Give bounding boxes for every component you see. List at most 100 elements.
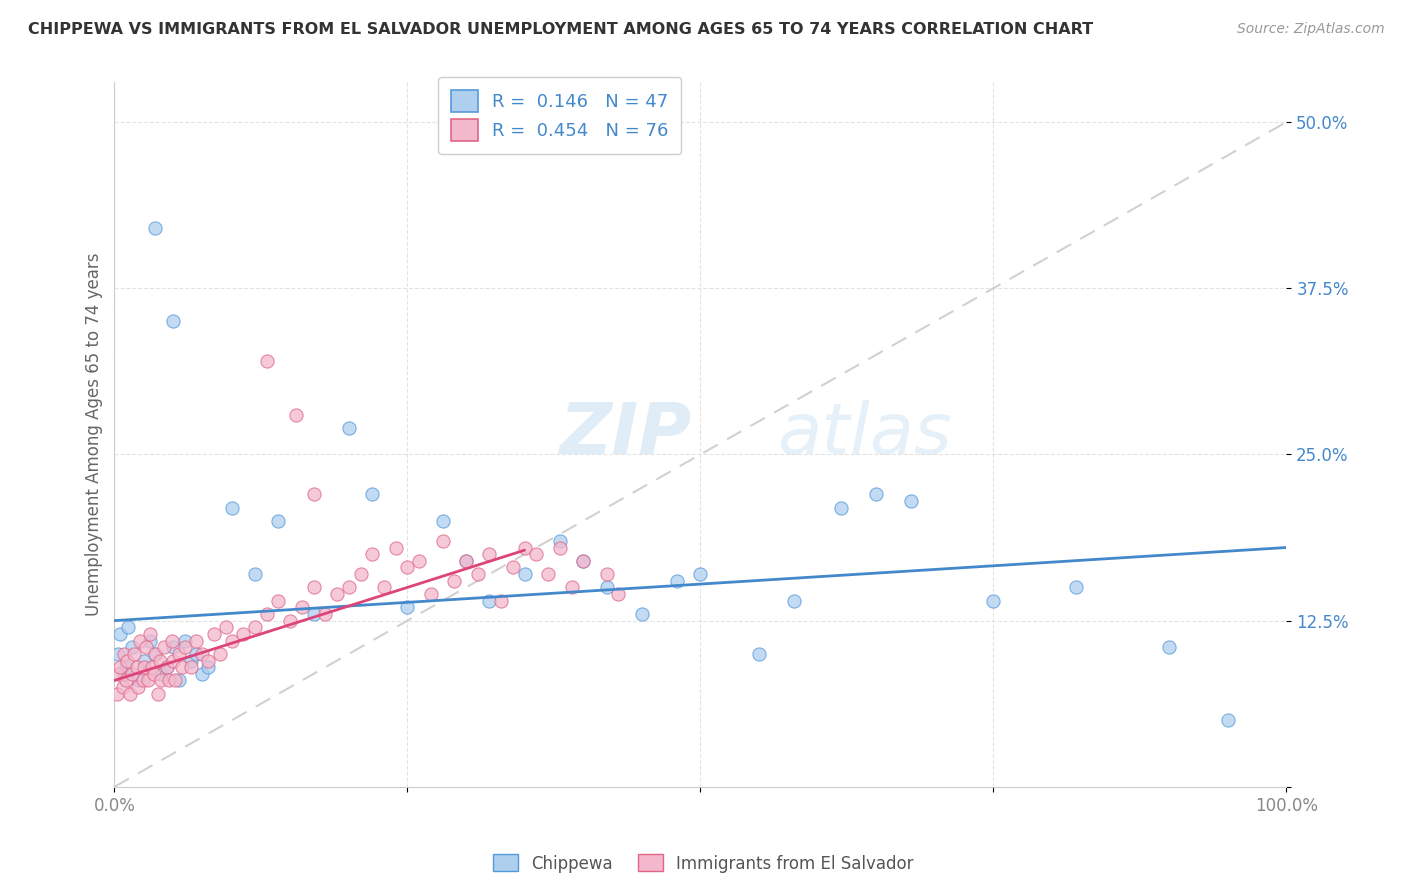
Point xyxy=(373,581,395,595)
Point xyxy=(125,660,148,674)
Point xyxy=(267,593,290,607)
Point xyxy=(478,547,501,561)
Point xyxy=(180,653,202,667)
Point xyxy=(150,666,173,681)
Point xyxy=(900,494,922,508)
Point xyxy=(173,633,195,648)
Point xyxy=(595,567,617,582)
Point xyxy=(630,607,652,621)
Point xyxy=(180,660,202,674)
Text: CHIPPEWA VS IMMIGRANTS FROM EL SALVADOR UNEMPLOYMENT AMONG AGES 65 TO 74 YEARS C: CHIPPEWA VS IMMIGRANTS FROM EL SALVADOR … xyxy=(28,22,1094,37)
Point xyxy=(138,673,160,688)
Point xyxy=(1064,581,1087,595)
Legend: Chippewa, Immigrants from El Salvador: Chippewa, Immigrants from El Salvador xyxy=(486,847,920,880)
Point xyxy=(537,567,560,582)
Point xyxy=(107,666,129,681)
Point xyxy=(419,587,441,601)
Point xyxy=(173,640,195,655)
Point xyxy=(689,567,711,582)
Point xyxy=(361,487,384,501)
Point xyxy=(141,660,163,674)
Point xyxy=(110,660,132,674)
Point xyxy=(162,640,184,655)
Point xyxy=(748,647,770,661)
Point xyxy=(107,647,129,661)
Point xyxy=(489,593,512,607)
Point xyxy=(191,647,214,661)
Point xyxy=(172,660,194,674)
Point xyxy=(513,567,536,582)
Point xyxy=(865,487,887,501)
Point xyxy=(243,567,266,582)
Point xyxy=(467,567,489,582)
Point xyxy=(149,653,172,667)
Point xyxy=(160,633,183,648)
Point xyxy=(124,647,146,661)
Point xyxy=(443,574,465,588)
Point xyxy=(221,500,243,515)
Point xyxy=(132,660,155,674)
Point xyxy=(830,500,852,515)
Point xyxy=(302,487,325,501)
Point xyxy=(548,533,571,548)
Point xyxy=(162,314,184,328)
Point xyxy=(105,687,128,701)
Point xyxy=(117,653,139,667)
Point xyxy=(159,673,181,688)
Point xyxy=(202,627,225,641)
Point xyxy=(145,647,167,661)
Point xyxy=(111,680,134,694)
Point xyxy=(432,514,454,528)
Point xyxy=(314,607,336,621)
Point xyxy=(121,640,143,655)
Point xyxy=(326,587,349,601)
Point xyxy=(783,593,806,607)
Point xyxy=(112,647,135,661)
Point xyxy=(432,533,454,548)
Point xyxy=(595,581,617,595)
Point xyxy=(607,587,630,601)
Point xyxy=(572,554,595,568)
Point xyxy=(132,653,155,667)
Point xyxy=(267,514,290,528)
Point xyxy=(138,633,160,648)
Point xyxy=(112,666,135,681)
Point xyxy=(291,600,314,615)
Point xyxy=(215,620,238,634)
Point xyxy=(162,653,184,667)
Point xyxy=(150,673,173,688)
Point xyxy=(165,673,187,688)
Point xyxy=(524,547,547,561)
Point xyxy=(129,633,152,648)
Point xyxy=(232,627,254,641)
Point xyxy=(197,653,219,667)
Point xyxy=(186,647,208,661)
Point xyxy=(121,666,143,681)
Point xyxy=(143,666,166,681)
Point xyxy=(208,647,231,661)
Legend: R =  0.146   N = 47, R =  0.454   N = 76: R = 0.146 N = 47, R = 0.454 N = 76 xyxy=(439,77,682,153)
Point xyxy=(256,354,278,368)
Point xyxy=(127,673,149,688)
Point xyxy=(337,581,360,595)
Point xyxy=(278,614,301,628)
Point xyxy=(135,640,157,655)
Point xyxy=(131,673,153,688)
Point xyxy=(197,660,219,674)
Point xyxy=(115,673,138,688)
Point xyxy=(156,660,179,674)
Point xyxy=(666,574,689,588)
Point xyxy=(145,647,167,661)
Point xyxy=(221,633,243,648)
Point xyxy=(454,554,477,568)
Point xyxy=(454,554,477,568)
Point xyxy=(145,221,167,235)
Point xyxy=(1216,714,1239,728)
Point xyxy=(384,541,406,555)
Point xyxy=(138,627,160,641)
Point xyxy=(118,687,141,701)
Point xyxy=(337,421,360,435)
Point xyxy=(152,640,174,655)
Point xyxy=(302,581,325,595)
Point xyxy=(396,560,419,574)
